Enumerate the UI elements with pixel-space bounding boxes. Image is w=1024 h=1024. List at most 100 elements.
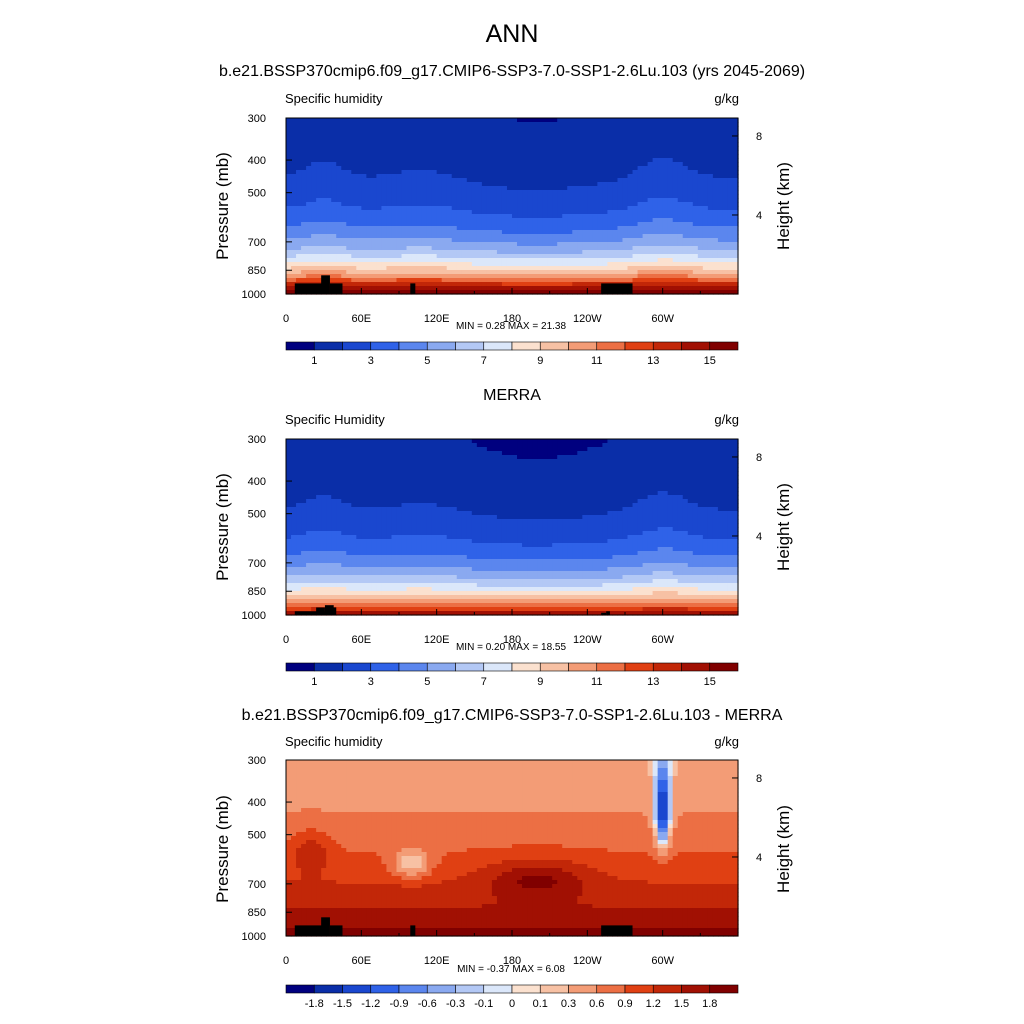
field-cell — [597, 447, 603, 452]
field-cell — [557, 246, 563, 251]
field-cell — [441, 246, 448, 251]
field-cell — [527, 130, 533, 135]
field-cell — [567, 158, 573, 163]
field-cell — [296, 162, 302, 167]
field-cell — [311, 198, 317, 203]
field-cell — [421, 290, 428, 295]
field-cell — [436, 154, 443, 159]
field-cell — [366, 118, 372, 123]
field-cell — [532, 230, 538, 235]
field-cell — [486, 130, 493, 135]
field-cell — [637, 258, 644, 263]
field-cell — [512, 118, 518, 123]
field-cell — [682, 118, 689, 123]
field-cell — [567, 162, 573, 167]
field-cell — [632, 206, 639, 211]
field-cell — [562, 118, 568, 123]
field-cell — [321, 459, 327, 464]
field-cell — [562, 451, 568, 456]
field-cell — [341, 471, 347, 476]
field-cell — [291, 262, 297, 267]
field-cell — [381, 130, 388, 135]
field-cell — [607, 174, 614, 179]
field-cell — [547, 242, 553, 247]
field-cell — [542, 122, 548, 127]
field-cell — [446, 218, 453, 223]
field-cell — [567, 138, 573, 143]
field-cell — [662, 214, 669, 219]
field-cell — [361, 194, 367, 199]
field-cell — [476, 166, 483, 171]
field-cell — [652, 122, 659, 127]
field-cell — [461, 190, 468, 195]
field-cell — [501, 154, 508, 159]
field-cell — [466, 274, 473, 279]
topography-block — [294, 283, 325, 294]
field-cell — [461, 266, 468, 271]
field-cell — [647, 134, 654, 139]
field-cell — [527, 182, 533, 187]
field-cell — [311, 443, 317, 448]
field-cell — [602, 230, 609, 235]
field-cell — [547, 178, 553, 183]
field-cell — [637, 130, 644, 135]
field-cell — [722, 118, 729, 123]
field-cell — [567, 475, 573, 480]
field-cell — [286, 122, 292, 127]
field-cell — [692, 206, 699, 211]
field-cell — [286, 162, 292, 167]
field-cell — [406, 194, 413, 199]
field-cell — [637, 447, 644, 452]
field-cell — [697, 282, 704, 287]
field-cell — [657, 138, 664, 143]
field-cell — [612, 166, 619, 171]
field-cell — [426, 126, 433, 131]
field-cell — [491, 118, 498, 123]
field-cell — [667, 290, 674, 295]
field-cell — [727, 475, 734, 480]
field-cell — [326, 234, 332, 239]
field-cell — [717, 122, 724, 127]
field-cell — [652, 475, 659, 480]
field-cell — [351, 222, 357, 227]
field-cell — [491, 174, 498, 179]
field-cell — [486, 254, 493, 259]
field-cell — [667, 174, 674, 179]
field-cell — [296, 451, 302, 456]
field-cell — [356, 443, 362, 448]
field-cell — [587, 190, 593, 195]
field-cell — [587, 202, 593, 207]
field-cell — [481, 451, 488, 456]
field-cell — [341, 170, 347, 175]
panel-1-title: b.e21.BSSP370cmip6.f09_g17.CMIP6-SSP3-7.… — [218, 63, 806, 80]
field-cell — [557, 467, 563, 472]
field-cell — [466, 242, 473, 247]
field-cell — [662, 258, 669, 263]
field-cell — [542, 254, 548, 259]
field-cell — [451, 274, 458, 279]
field-cell — [506, 210, 513, 215]
field-cell — [471, 190, 478, 195]
field-cell — [326, 258, 332, 263]
field-cell — [587, 250, 593, 255]
field-cell — [647, 258, 654, 263]
field-cell — [547, 278, 553, 283]
field-cell — [687, 246, 694, 251]
field-cell — [361, 166, 367, 171]
field-cell — [401, 222, 408, 227]
field-cell — [331, 166, 337, 171]
field-cell — [612, 226, 619, 231]
field-cell — [431, 278, 438, 283]
field-cell — [662, 234, 669, 239]
field-cell — [717, 226, 724, 231]
field-cell — [662, 242, 669, 247]
field-cell — [582, 234, 588, 239]
field-cell — [411, 226, 418, 231]
field-cell — [612, 439, 619, 444]
field-cell — [542, 218, 548, 223]
field-cell — [466, 258, 473, 263]
field-cell — [712, 278, 719, 283]
field-cell — [436, 443, 443, 448]
field-cell — [522, 162, 528, 167]
field-cell — [512, 455, 518, 460]
